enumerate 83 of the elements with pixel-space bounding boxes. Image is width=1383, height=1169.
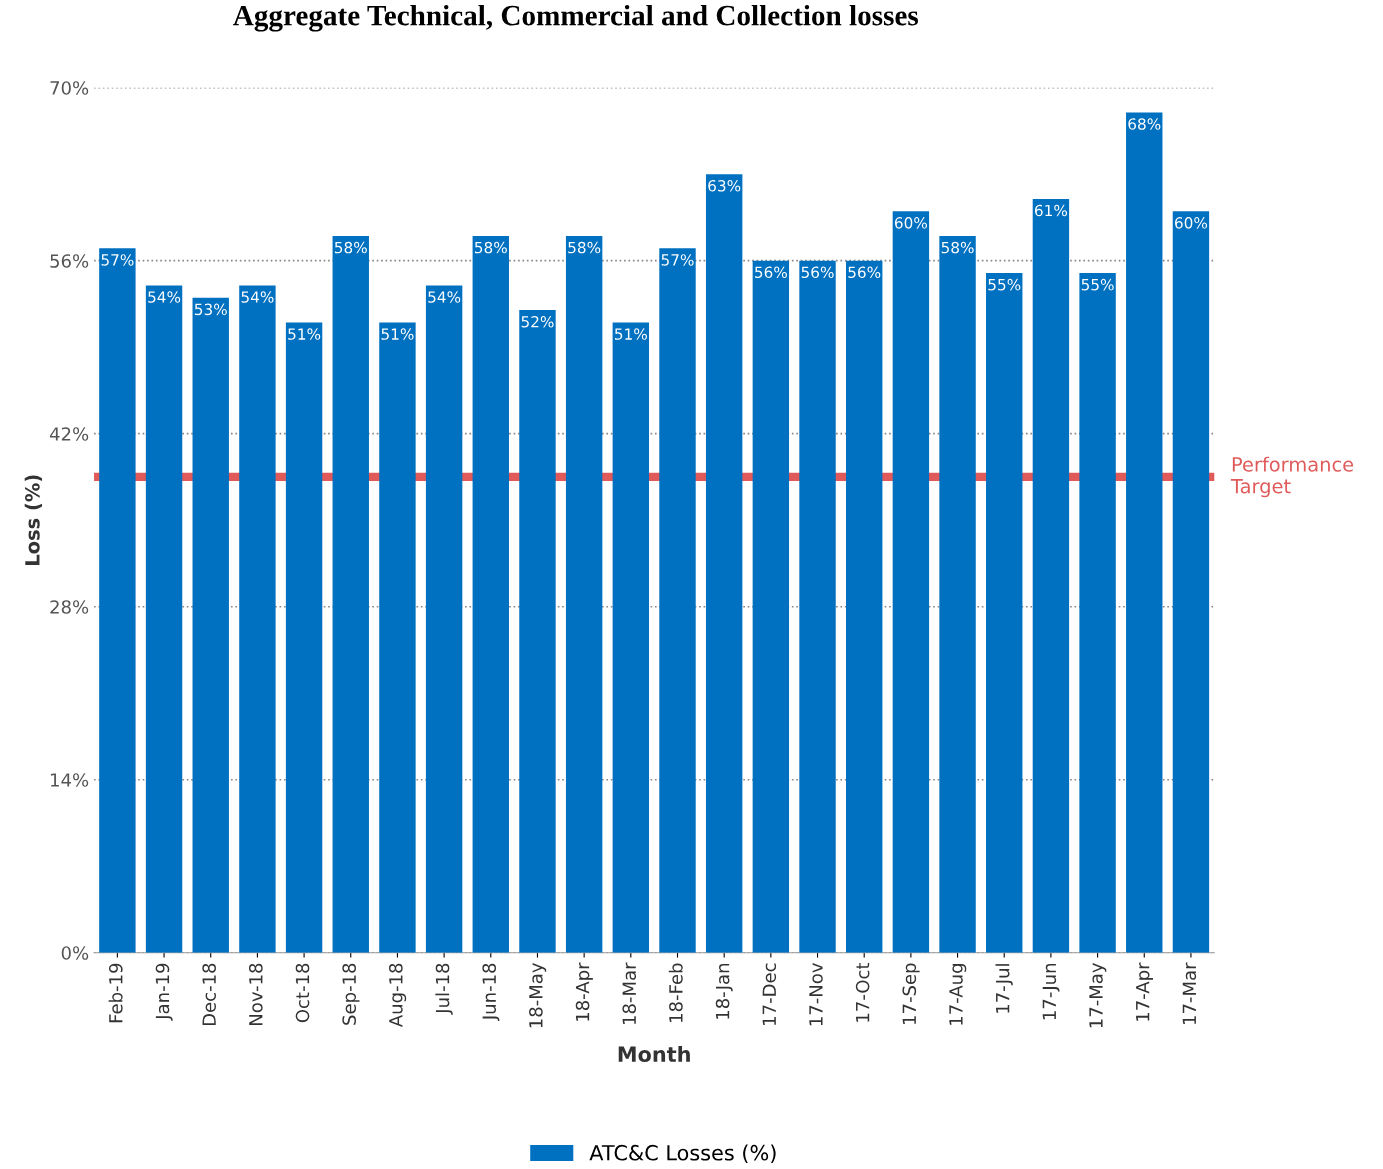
- data-label: 61%: [1035, 204, 1068, 217]
- bar: [612, 322, 650, 953]
- bar: [939, 235, 976, 953]
- bar: [705, 174, 743, 953]
- bar: [892, 211, 930, 953]
- data-label: 60%: [894, 217, 928, 229]
- data-label: 56%: [755, 266, 787, 279]
- data-label: 57%: [661, 254, 694, 266]
- y-tick-label: 28%: [50, 600, 89, 614]
- bar: [145, 285, 183, 953]
- x-tick-label: Sep-18: [342, 963, 360, 1025]
- y-tick-label: 56%: [50, 254, 89, 268]
- x-tick-label: 17-Oct: [855, 962, 870, 1022]
- bar: [1126, 112, 1163, 953]
- data-label: 54%: [241, 291, 274, 303]
- bar: [846, 260, 883, 953]
- legend-label: ATC&C Losses (%): [589, 1144, 776, 1164]
- x-axis-title: Month: [618, 1045, 690, 1063]
- bar: [1172, 211, 1210, 953]
- data-label: 57%: [101, 254, 134, 266]
- x-tick-label: 17-Apr: [1136, 962, 1153, 1021]
- y-tick-label: 70%: [50, 81, 89, 95]
- bar: [285, 322, 323, 953]
- x-tick-label: 18-Feb: [668, 963, 683, 1022]
- bar: [565, 235, 603, 953]
- chart-title: Aggregate Technical, Commercial and Collection losses: [233, 4, 919, 32]
- data-label: 63%: [708, 180, 741, 192]
- x-tick-label: 17-Jul: [995, 964, 1013, 1013]
- x-tick-label: Nov-18: [248, 963, 263, 1025]
- data-label: 53%: [194, 303, 227, 316]
- bar: [332, 235, 369, 953]
- bar: [986, 273, 1023, 953]
- data-label: 58%: [568, 241, 601, 254]
- bar: [799, 260, 836, 953]
- x-tick-label: Jul-18: [435, 963, 453, 1015]
- x-tick-label: Aug-18: [389, 963, 407, 1028]
- data-label: 56%: [801, 266, 834, 279]
- data-label: 68%: [1128, 118, 1161, 130]
- y-tick-label: 14%: [51, 773, 89, 787]
- x-tick-label: 17-Aug: [949, 964, 967, 1025]
- x-tick-label: 17-Mar: [1182, 962, 1197, 1025]
- x-tick-label: 18-May: [529, 963, 547, 1028]
- ref-line-label: Performance Target: [1230, 456, 1354, 498]
- x-tick-label: 18-Apr: [575, 962, 593, 1021]
- bar: [1079, 273, 1116, 953]
- x-tick-label: 17-Jun: [1042, 963, 1060, 1020]
- data-label: 58%: [941, 241, 974, 254]
- data-label: 58%: [334, 241, 367, 254]
- x-tick-label: 17-May: [1089, 963, 1107, 1028]
- data-label: 51%: [615, 328, 647, 340]
- bar: [239, 285, 276, 953]
- x-tick-label: Feb-19: [108, 963, 123, 1023]
- x-tick-label: Oct-18: [295, 963, 310, 1023]
- bar: [752, 260, 790, 953]
- data-label: 51%: [288, 328, 321, 340]
- bar: [1032, 198, 1070, 953]
- x-tick-label: Jun-18: [482, 963, 500, 1022]
- bar: [379, 322, 416, 953]
- x-tick-label: 17-Nov: [809, 963, 823, 1026]
- data-label: 51%: [381, 328, 414, 340]
- x-tick-label: Dec-18: [202, 963, 216, 1026]
- x-tick-label: 18-Jan: [715, 963, 733, 1019]
- data-label: 54%: [428, 291, 461, 303]
- data-label: 56%: [848, 266, 881, 279]
- bar: [99, 248, 136, 953]
- x-tick-label: 18-Mar: [622, 962, 637, 1025]
- bar: [425, 285, 463, 953]
- bar: [659, 248, 696, 953]
- data-label: 60%: [1175, 217, 1208, 229]
- y-axis-title: Loss (%): [24, 475, 43, 565]
- y-tick-label: 42%: [49, 427, 89, 441]
- x-tick-label: Jan-19: [155, 963, 173, 1021]
- bar: [192, 297, 229, 953]
- data-label: 58%: [474, 241, 507, 254]
- data-label: 55%: [1081, 278, 1114, 291]
- data-label: 54%: [148, 291, 181, 303]
- y-tick-label: 0%: [61, 946, 89, 960]
- x-tick-label: 17-Dec: [762, 963, 777, 1025]
- data-label: 55%: [988, 278, 1021, 291]
- data-label: 52%: [521, 315, 554, 328]
- x-tick-label: 17-Sep: [902, 963, 920, 1024]
- bar: [472, 235, 509, 953]
- bar: [519, 310, 556, 953]
